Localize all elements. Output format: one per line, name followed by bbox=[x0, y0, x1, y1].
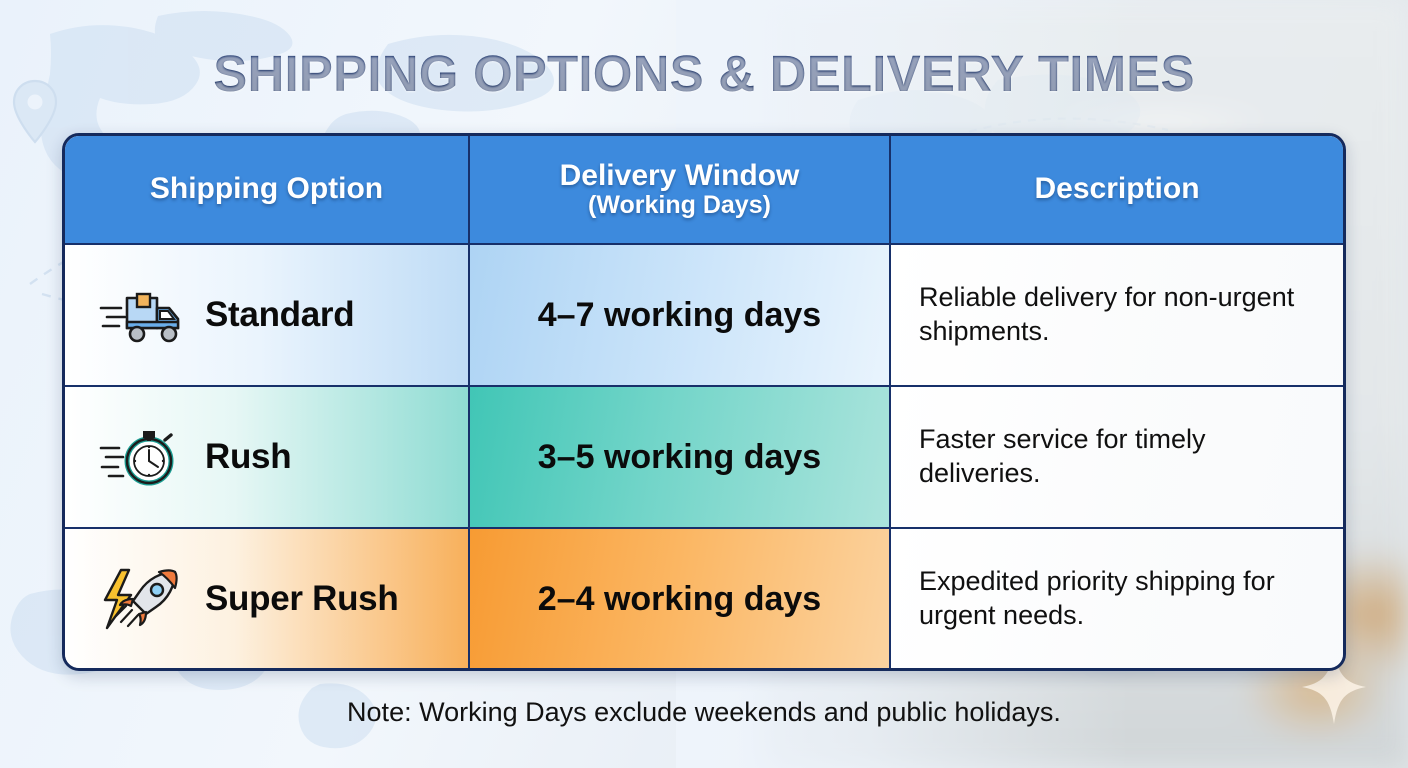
description-text: Faster service for timely deliveries. bbox=[919, 424, 1206, 488]
description-cell-rush: Faster service for timely deliveries. bbox=[891, 387, 1343, 527]
delivery-window-value: 3–5 working days bbox=[537, 437, 822, 476]
page-title: SHIPPING OPTIONS & DELIVERY TIMES bbox=[0, 44, 1408, 103]
shipping-option-cell-super-rush: Super Rush bbox=[65, 529, 470, 668]
shipping-option-label: Super Rush bbox=[205, 579, 399, 618]
table-row: Standard 4–7 working days Reliable deliv… bbox=[65, 243, 1343, 385]
delivery-window-cell-standard: 4–7 working days bbox=[470, 245, 891, 385]
delivery-truck-icon bbox=[99, 292, 180, 343]
delivery-window-value: 2–4 working days bbox=[537, 579, 822, 618]
map-pin-icon bbox=[12, 79, 58, 144]
description-cell-super-rush: Expedited priority shipping for urgent n… bbox=[891, 529, 1343, 668]
column-header-description: Description bbox=[891, 136, 1343, 243]
description-cell-standard: Reliable delivery for non-urgent shipmen… bbox=[891, 245, 1343, 385]
rocket-lightning-icon bbox=[103, 568, 178, 630]
sparkle-icon bbox=[1302, 650, 1366, 724]
delivery-window-cell-super-rush: 2–4 working days bbox=[470, 529, 891, 668]
delivery-window-cell-rush: 3–5 working days bbox=[470, 387, 891, 527]
column-header-description-label: Description bbox=[1034, 172, 1200, 206]
footer-note: Note: Working Days exclude weekends and … bbox=[347, 697, 1061, 727]
column-header-shipping-option-label: Shipping Option bbox=[149, 172, 384, 206]
shipping-option-cell-rush: Rush bbox=[65, 387, 470, 527]
shipping-option-label: Standard bbox=[205, 295, 355, 334]
description-text: Reliable delivery for non-urgent shipmen… bbox=[919, 282, 1295, 346]
table-header-row: Shipping Option Delivery Window (Working… bbox=[65, 136, 1343, 243]
shipping-option-cell-standard: Standard bbox=[65, 245, 470, 385]
column-header-delivery-window-sublabel: (Working Days) bbox=[588, 191, 771, 220]
column-header-delivery-window: Delivery Window (Working Days) bbox=[470, 136, 891, 243]
shipping-option-label: Rush bbox=[205, 437, 292, 476]
table-row: Super Rush 2–4 working days Expedited pr… bbox=[65, 527, 1343, 668]
column-header-delivery-window-label: Delivery Window bbox=[559, 159, 800, 193]
table-row: Rush 3–5 working days Faster service for… bbox=[65, 385, 1343, 527]
shipping-options-table: Shipping Option Delivery Window (Working… bbox=[62, 133, 1346, 671]
column-header-shipping-option: Shipping Option bbox=[65, 136, 470, 243]
stopwatch-icon bbox=[99, 431, 174, 486]
description-text: Expedited priority shipping for urgent n… bbox=[919, 566, 1275, 630]
delivery-window-value: 4–7 working days bbox=[537, 295, 822, 334]
